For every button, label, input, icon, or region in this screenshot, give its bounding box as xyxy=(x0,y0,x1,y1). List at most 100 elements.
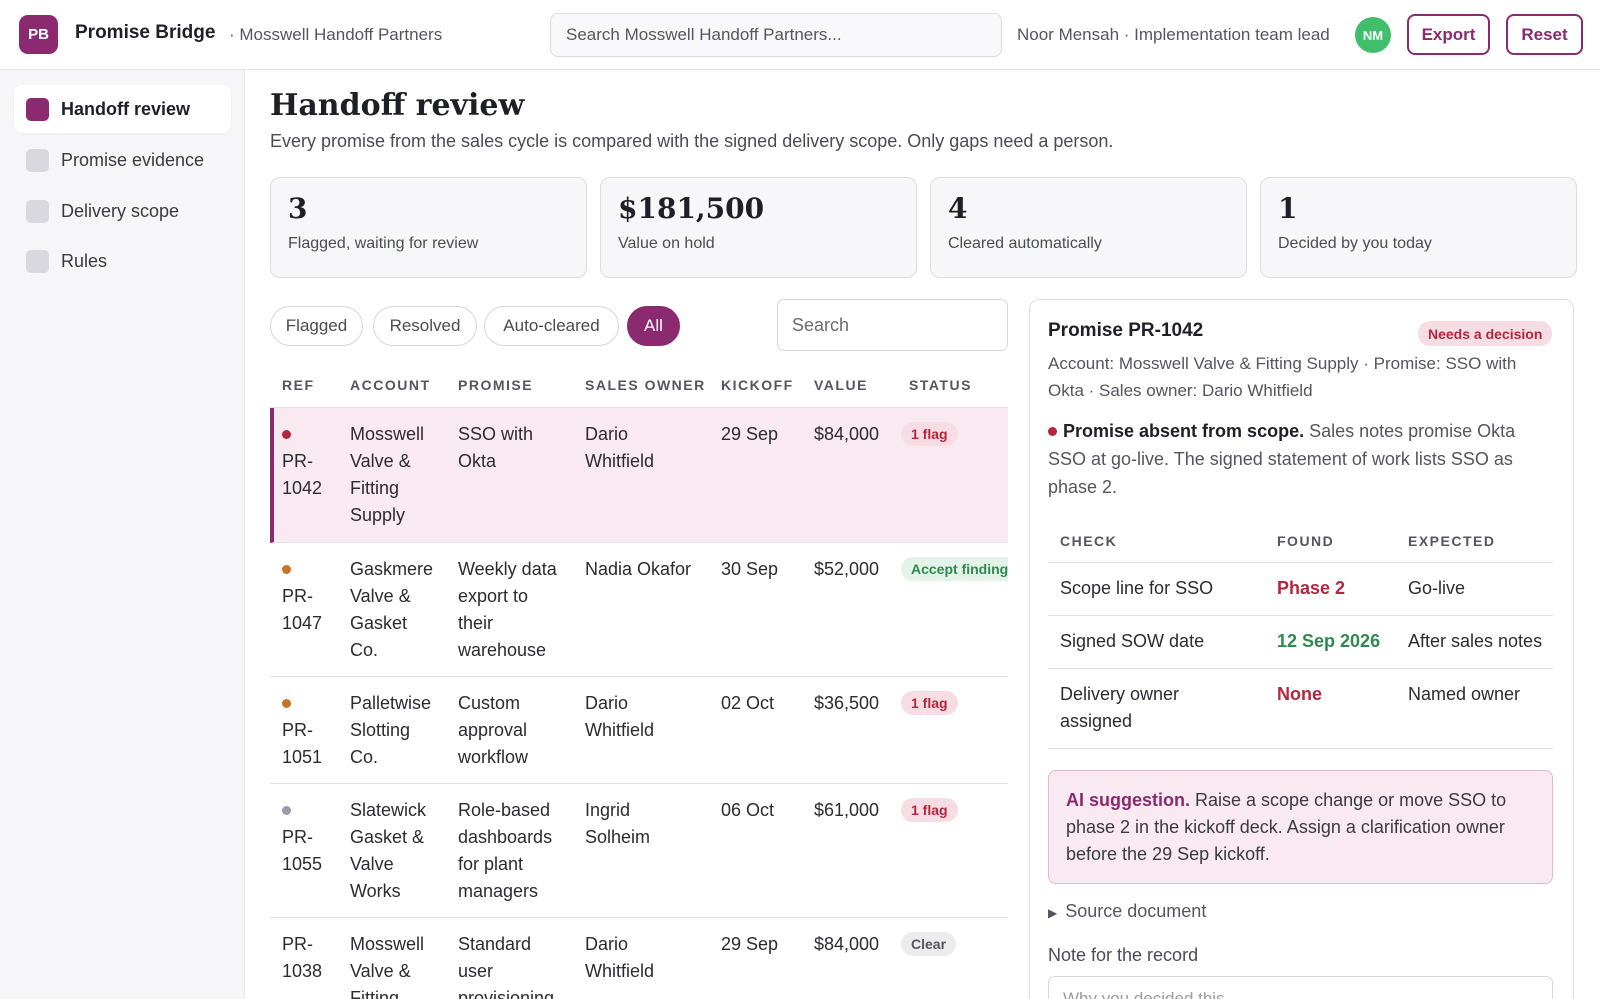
row-promise: Role-based dashboards for plant managers xyxy=(458,797,552,905)
column-header[interactable]: REF xyxy=(282,377,315,393)
cell-text: PR- 1042 xyxy=(282,451,323,498)
cell-text: Gaskmere Valve & Gasket Co. xyxy=(350,559,434,660)
decision-badge: Needs a decision xyxy=(1418,321,1553,346)
status-badge[interactable]: Accept findings xyxy=(901,557,1008,581)
cell-text: $84,000 xyxy=(814,934,880,954)
check-found: Phase 2 xyxy=(1277,578,1346,598)
cell-text: Dario Whitfield xyxy=(585,934,655,981)
row-promise: Standard user provisioning xyxy=(458,931,554,999)
row-ref: PR- 1042 xyxy=(282,421,322,502)
row-kickoff: 02 Oct xyxy=(721,690,774,717)
detail-panel: Promise PR-1042 Needs a decision Account… xyxy=(1029,299,1574,999)
ai-suggestion-text: Raise a scope change or move SSO to phas… xyxy=(1066,790,1507,864)
table-row[interactable]: PR- 1038 Mosswell Valve & Fitting Supply S… xyxy=(270,918,1008,999)
list-search-input[interactable]: Search xyxy=(777,299,1008,351)
status-badge: 1 flag xyxy=(901,798,958,822)
row-ref: PR- 1038 xyxy=(282,931,322,985)
cell-text: Mosswell Valve & Fitting Supply xyxy=(350,424,425,525)
finding-body: Sales notes promise Okta SSO at go-live.… xyxy=(1048,421,1516,497)
cell-text: 29 Sep xyxy=(721,934,779,954)
cell-text: $84,000 xyxy=(814,424,880,444)
rules-icon xyxy=(26,249,49,273)
app-logo: PB xyxy=(19,15,58,54)
check-expected: After sales notes xyxy=(1408,631,1543,651)
status-badge: 1 flag xyxy=(901,422,958,446)
row-sales-owner: Ingrid Solheim xyxy=(585,797,650,851)
status-dot-icon xyxy=(282,699,291,708)
check-row: Signed SOW date 12 Sep 2026 After sales … xyxy=(1048,616,1553,669)
note-label: Note for the record xyxy=(1048,945,1199,965)
export-button[interactable]: Export xyxy=(1407,14,1490,55)
sidebar-item-delivery-scope[interactable]: Delivery scope xyxy=(14,187,231,235)
kpi-decided: 1 Decided by you today xyxy=(1260,177,1577,278)
kpi-value: $181,500 xyxy=(618,192,765,225)
column-header[interactable]: VALUE xyxy=(814,377,868,393)
column-header: CHECK xyxy=(1060,533,1118,549)
column-header[interactable]: STATUS xyxy=(909,377,972,393)
kpi-flagged: 3 Flagged, waiting for review xyxy=(270,177,587,278)
check-name: Signed SOW date xyxy=(1060,631,1205,651)
cell-text: Dario Whitfield xyxy=(585,424,655,471)
sidebar: Handoff review Promise evidence Delivery… xyxy=(0,70,245,999)
row-account: Palletwise Slotting Co. xyxy=(350,690,431,771)
status-dot-icon xyxy=(282,806,291,815)
cell-text: $52,000 xyxy=(814,559,880,579)
ai-suggestion-label: AI suggestion. xyxy=(1066,790,1191,810)
kpi-value-on-hold: $181,500 Value on hold xyxy=(600,177,917,278)
source-document-label: Source document xyxy=(1065,901,1207,921)
column-header[interactable]: SALES OWNER xyxy=(585,377,706,393)
table-header: REF ACCOUNT PROMISE SALES OWNER KICKOFF … xyxy=(270,366,1008,408)
column-header[interactable]: ACCOUNT xyxy=(350,377,431,393)
status-badge: Clear xyxy=(901,932,957,956)
reset-button[interactable]: Reset xyxy=(1506,14,1583,55)
row-value: $84,000 xyxy=(814,931,879,958)
cell-text: $36,500 xyxy=(814,693,880,713)
filter-chip-auto-cleared[interactable]: Auto-cleared xyxy=(484,306,619,346)
global-search-input[interactable]: Search Mosswell Handoff Partners... xyxy=(550,13,1002,57)
kpi-label: Flagged, waiting for review xyxy=(288,235,479,252)
avatar[interactable]: NM xyxy=(1355,17,1391,53)
cell-text: PR- 1047 xyxy=(282,586,323,633)
column-header: FOUND xyxy=(1277,533,1335,549)
check-found: None xyxy=(1277,684,1322,704)
sidebar-item-label: Delivery scope xyxy=(61,200,180,221)
cell-text: 02 Oct xyxy=(721,693,775,713)
note-input[interactable]: Why you decided this xyxy=(1048,976,1553,999)
cell-text: PR- 1055 xyxy=(282,827,323,874)
page-title: Handoff review xyxy=(270,88,525,123)
cell-text: Slatewick Gasket & Valve Works xyxy=(350,800,427,901)
cell-text: 30 Sep xyxy=(721,559,779,579)
row-ref: PR- 1047 xyxy=(282,556,322,637)
table-row[interactable]: PR- 1055 Slatewick Gasket & Valve Works Ro… xyxy=(270,784,1008,918)
source-document-toggle[interactable]: ▶ Source document xyxy=(1048,901,1206,922)
detail-meta: Account: Mosswell Valve & Fitting Supply… xyxy=(1048,354,1517,400)
filter-chip-resolved[interactable]: Resolved xyxy=(373,306,477,346)
row-sales-owner: Dario Whitfield xyxy=(585,421,654,475)
handoff-review-icon xyxy=(26,97,49,121)
row-account: Gaskmere Valve & Gasket Co. xyxy=(350,556,433,664)
table-row[interactable]: PR- 1042 Mosswell Valve & Fitting Supply S… xyxy=(270,408,1008,543)
cell-text: PR- 1051 xyxy=(282,720,323,767)
sidebar-item-promise-evidence[interactable]: Promise evidence xyxy=(14,136,231,184)
check-row: Scope line for SSO Phase 2 Go-live xyxy=(1048,563,1553,616)
cell-text: Standard user provisioning xyxy=(458,934,555,999)
sidebar-item-handoff-review[interactable]: Handoff review xyxy=(14,85,231,133)
cell-text: Role-based dashboards for plant managers xyxy=(458,800,553,901)
kpi-cleared: 4 Cleared automatically xyxy=(930,177,1247,278)
column-header[interactable]: PROMISE xyxy=(458,377,534,393)
cell-text: Dario Whitfield xyxy=(585,693,655,740)
user-info: Noor Mensah · Implementation team lead xyxy=(1017,25,1330,44)
row-kickoff: 29 Sep xyxy=(721,931,778,958)
column-header[interactable]: KICKOFF xyxy=(721,377,794,393)
sidebar-item-rules[interactable]: Rules xyxy=(14,237,231,285)
filter-chip-flagged[interactable]: Flagged xyxy=(270,306,363,346)
table-row[interactable]: PR- 1051 Palletwise Slotting Co. Custom ap… xyxy=(270,677,1008,784)
cell-text: 06 Oct xyxy=(721,800,775,820)
finding-text: Promise absent from scope. Sales notes p… xyxy=(1048,417,1553,501)
status-badge: 1 flag xyxy=(901,691,958,715)
filter-chip-all[interactable]: All xyxy=(627,306,680,346)
checks-header: CHECK FOUND EXPECTED xyxy=(1048,522,1553,563)
table-row[interactable]: PR- 1047 Gaskmere Valve & Gasket Co. Weekl… xyxy=(270,543,1008,677)
sidebar-item-label: Rules xyxy=(61,250,108,271)
row-kickoff: 30 Sep xyxy=(721,556,778,583)
